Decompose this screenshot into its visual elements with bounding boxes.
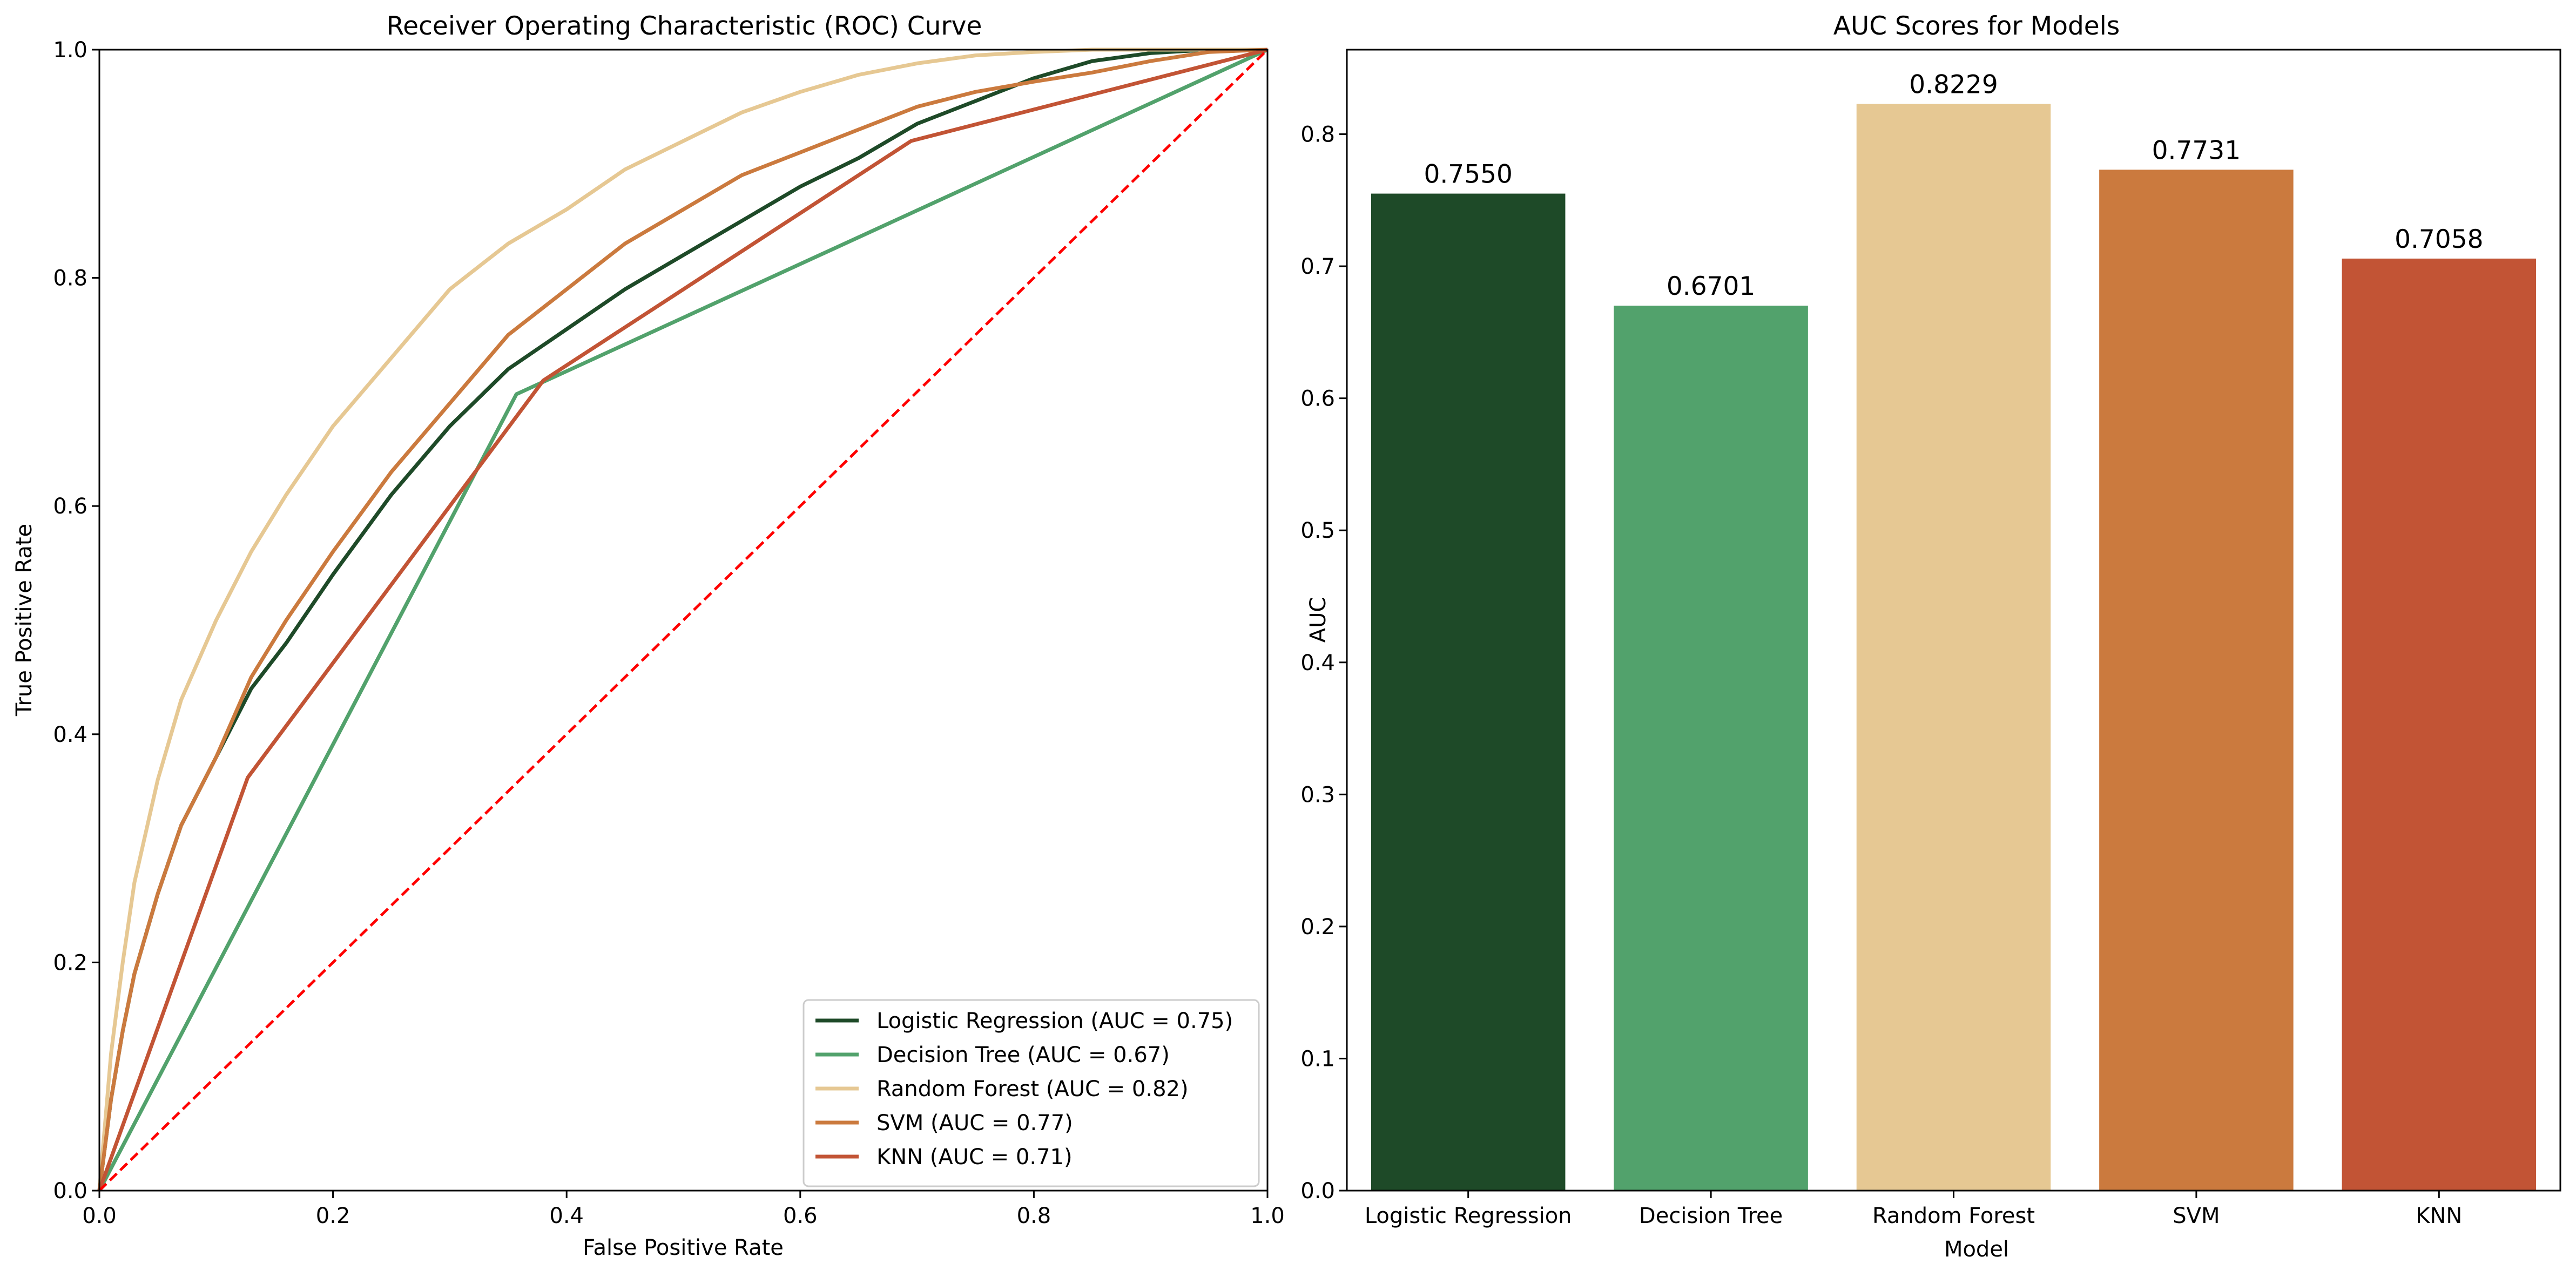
- auc-y-tick-label: 0.3: [1300, 782, 1335, 807]
- roc-x-tick-label: 0.0: [82, 1204, 117, 1228]
- auc-y-tick-label: 0.5: [1300, 518, 1335, 543]
- auc-bar-value-label: 0.8229: [1909, 70, 1998, 100]
- auc-x-axis-label: Model: [1944, 1237, 2009, 1262]
- roc-x-tick-label: 0.4: [549, 1204, 584, 1228]
- auc-bar-value-label: 0.6701: [1667, 272, 1755, 301]
- roc-legend-label: Logistic Regression (AUC = 0.75): [876, 1009, 1233, 1033]
- roc-legend-label: Decision Tree (AUC = 0.67): [876, 1043, 1170, 1067]
- auc-bar-value-label: 0.7550: [1424, 160, 1512, 190]
- roc-y-tick-label: 0.4: [53, 722, 87, 747]
- auc-y-ticks: 0.0 0.1 0.2 0.3 0.4 0.5 0.6 0.7 0.8: [1300, 123, 1347, 1204]
- roc-y-tick-label: 0.0: [53, 1179, 87, 1204]
- roc-series-line-2: [97, 48, 1267, 1191]
- roc-plot-frame: [98, 49, 1269, 1192]
- auc-y-tick-label: 0.7: [1300, 254, 1335, 279]
- auc-y-tick-label: 0.1: [1300, 1046, 1335, 1071]
- roc-chart-panel: Receiver Operating Characteristic (ROC) …: [12, 11, 1285, 1260]
- auc-y-tick-label: 0.4: [1300, 651, 1335, 675]
- auc-y-tick-label: 0.8: [1300, 123, 1335, 147]
- auc-bar: [1856, 104, 2051, 1191]
- auc-y-axis-label: AUC: [1306, 597, 1331, 643]
- roc-x-tick-label: 0.6: [783, 1204, 818, 1228]
- roc-x-tick-label: 0.8: [1017, 1204, 1051, 1228]
- roc-y-tick-label: 0.8: [53, 266, 87, 291]
- auc-x-tick-label: SVM: [2173, 1204, 2220, 1228]
- roc-x-axis-label: False Positive Rate: [583, 1235, 784, 1260]
- auc-x-ticks: Logistic Regression Decision Tree Random F…: [1365, 1191, 2462, 1228]
- auc-bars: 0.7550 0.6701 0.8229 0.7731 0.7058: [1371, 70, 2537, 1191]
- auc-bar: [1614, 306, 1808, 1191]
- auc-y-tick-label: 0.6: [1300, 387, 1335, 411]
- roc-series-line-4: [97, 48, 1268, 1192]
- auc-x-tick-label: KNN: [2416, 1204, 2462, 1228]
- roc-series-line-3: [97, 48, 1268, 1191]
- roc-x-tick-label: 1.0: [1250, 1204, 1285, 1228]
- roc-legend-box: [803, 999, 1260, 1187]
- auc-chart-title: AUC Scores for Models: [1833, 11, 2120, 41]
- roc-series-line-1: [97, 48, 1269, 1192]
- roc-x-ticks: 0.0 0.2 0.4 0.6 0.8 1.0: [82, 1191, 1285, 1228]
- auc-bar: [2342, 258, 2537, 1191]
- auc-x-tick-label: Logistic Regression: [1365, 1204, 1572, 1228]
- auc-bar-value-label: 0.7731: [2152, 136, 2241, 165]
- roc-legend-label: SVM (AUC = 0.77): [876, 1111, 1073, 1136]
- roc-x-tick-label: 0.2: [316, 1204, 350, 1228]
- auc-bar-value-label: 0.7058: [2395, 225, 2483, 254]
- roc-curves: [97, 48, 1269, 1192]
- auc-y-tick-label: 0.2: [1300, 915, 1335, 940]
- roc-y-tick-label: 1.0: [53, 38, 87, 63]
- roc-legend: Logistic Regression (AUC = 0.75) Decision…: [803, 999, 1260, 1187]
- auc-bar: [1371, 193, 1566, 1191]
- roc-legend-label: Random Forest (AUC = 0.82): [876, 1077, 1189, 1102]
- roc-diagonal-reference-line: [98, 49, 1269, 1192]
- auc-x-tick-label: Random Forest: [1872, 1204, 2035, 1228]
- roc-chart-title: Receiver Operating Characteristic (ROC) …: [387, 11, 982, 41]
- auc-y-tick-label: 0.0: [1300, 1179, 1335, 1204]
- roc-legend-label: KNN (AUC = 0.71): [876, 1145, 1073, 1170]
- auc-x-tick-label: Decision Tree: [1639, 1204, 1783, 1228]
- roc-y-tick-label: 0.2: [53, 950, 87, 975]
- roc-y-ticks: 0.0 0.2 0.4 0.6 0.8 1.0: [53, 38, 99, 1204]
- roc-y-axis-label: True Positive Rate: [12, 524, 37, 717]
- auc-bar: [2099, 170, 2294, 1191]
- auc-bar-chart-panel: AUC Scores for Models 0.7550 0.6701 0.8229…: [1300, 11, 2561, 1262]
- roc-y-tick-label: 0.6: [53, 494, 87, 519]
